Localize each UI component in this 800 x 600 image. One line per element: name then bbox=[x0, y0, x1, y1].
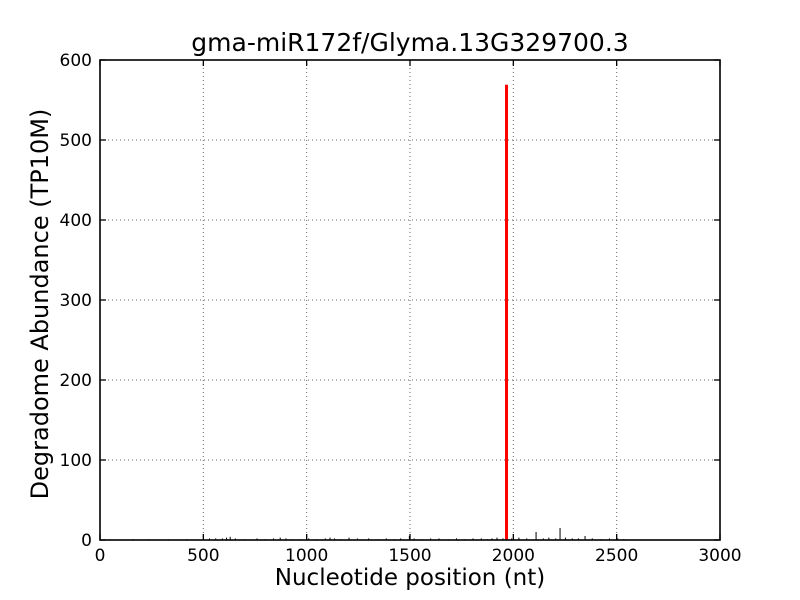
x-tick-label: 1500 bbox=[388, 546, 431, 566]
y-axis-label: Degradome Abundance (TP10M) bbox=[26, 108, 54, 500]
x-tick-label: 2500 bbox=[595, 546, 638, 566]
x-tick-label: 1000 bbox=[285, 546, 328, 566]
y-tick-label: 300 bbox=[60, 291, 92, 311]
plot-border bbox=[99, 59, 721, 541]
y-tick-label: 600 bbox=[60, 51, 92, 71]
y-tick-label: 100 bbox=[60, 451, 92, 471]
x-axis-label: Nucleotide position (nt) bbox=[274, 565, 546, 591]
x-tick-label: 500 bbox=[187, 546, 219, 566]
y-tick-label: 500 bbox=[60, 131, 92, 151]
chart-title: gma-miR172f/Glyma.13G329700.3 bbox=[191, 28, 629, 57]
x-tick-label: 2000 bbox=[492, 546, 535, 566]
x-tick-label: 0 bbox=[95, 546, 106, 566]
y-tick-label: 0 bbox=[81, 531, 92, 551]
x-tick-label: 3000 bbox=[698, 546, 741, 566]
y-tick-label: 200 bbox=[60, 371, 92, 391]
y-tick-label: 400 bbox=[60, 211, 92, 231]
